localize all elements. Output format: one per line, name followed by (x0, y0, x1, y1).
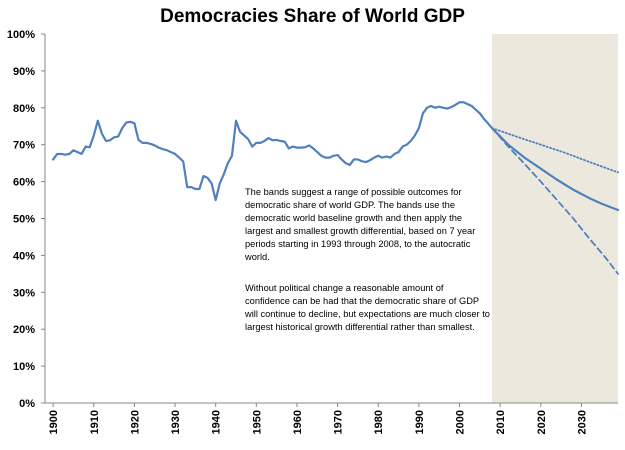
y-tick-label: 50% (13, 214, 35, 226)
y-tick-label: 100% (7, 29, 35, 41)
series-line-largest-differential (491, 127, 619, 275)
forecast-band (492, 34, 618, 403)
x-tick-label: 2030 (576, 410, 588, 434)
y-tick-label: 60% (13, 177, 35, 189)
x-tick-label: 1950 (251, 410, 263, 434)
x-tick-label: 1990 (414, 410, 426, 434)
x-tick-label: 1900 (48, 410, 60, 434)
x-tick-label: 1920 (129, 410, 141, 434)
x-tick-label: 1940 (211, 410, 223, 434)
y-tick-label: 90% (13, 66, 35, 78)
x-tick-label: 2010 (495, 410, 507, 434)
y-tick-label: 40% (13, 250, 35, 262)
x-tick-label: 1930 (170, 410, 182, 434)
x-tick-label: 1910 (89, 410, 101, 434)
annotation-bands: The bands suggest a range of possible ou… (245, 187, 476, 262)
y-tick-label: 80% (13, 103, 35, 115)
series-line-baseline (52, 101, 620, 212)
series-line-smallest-differential (491, 127, 619, 174)
x-tick-label: 1960 (292, 410, 304, 434)
y-tick-label: 20% (13, 324, 35, 336)
y-tick-label: 70% (13, 140, 35, 152)
y-tick-label: 10% (13, 361, 35, 373)
x-tick-label: 1970 (333, 410, 345, 434)
x-tick-label: 1980 (373, 410, 385, 434)
y-tick-label: 0% (19, 398, 35, 410)
y-tick-label: 30% (13, 287, 35, 299)
x-tick-label: 2020 (536, 410, 548, 434)
x-tick-label: 2000 (455, 410, 467, 434)
annotation-outlook: Without political change a reasonable am… (245, 283, 490, 332)
chart-title: Democracies Share of World GDP (160, 6, 465, 27)
